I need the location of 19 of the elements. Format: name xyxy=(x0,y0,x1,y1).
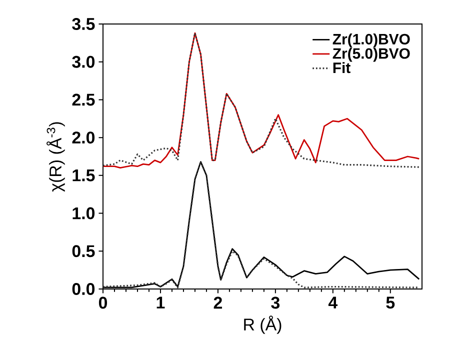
y-tick-label: 2.0 xyxy=(72,132,95,144)
x-tick-label: 1 xyxy=(156,296,165,308)
x-tick-label: 2 xyxy=(214,296,222,309)
legend-label: Fit xyxy=(333,62,350,74)
y-tick-label: 3.5 xyxy=(72,18,95,30)
x-tick-label: 0 xyxy=(98,296,108,309)
x-tick-label: 3 xyxy=(271,296,280,309)
legend-label: Zr(5.0)BVO xyxy=(332,48,410,62)
y-tick-label: 1.5 xyxy=(72,170,95,182)
y-tick-label: 1.0 xyxy=(72,207,95,220)
x-tick-label: 4 xyxy=(328,296,338,308)
y-tick-label: 2.5 xyxy=(72,94,95,106)
x-tick-label: 5 xyxy=(386,296,395,309)
legend-label: Zr(1.0)BVO xyxy=(332,33,410,48)
y-tick-label: 0.5 xyxy=(72,245,95,258)
y-tick-label: 3.0 xyxy=(72,56,95,68)
y-axis-title: χ(R) (Å$^{-3}$) xyxy=(46,122,65,192)
y-tick-label: 0.0 xyxy=(72,283,95,296)
x-axis-title: R (Å) xyxy=(244,316,282,334)
